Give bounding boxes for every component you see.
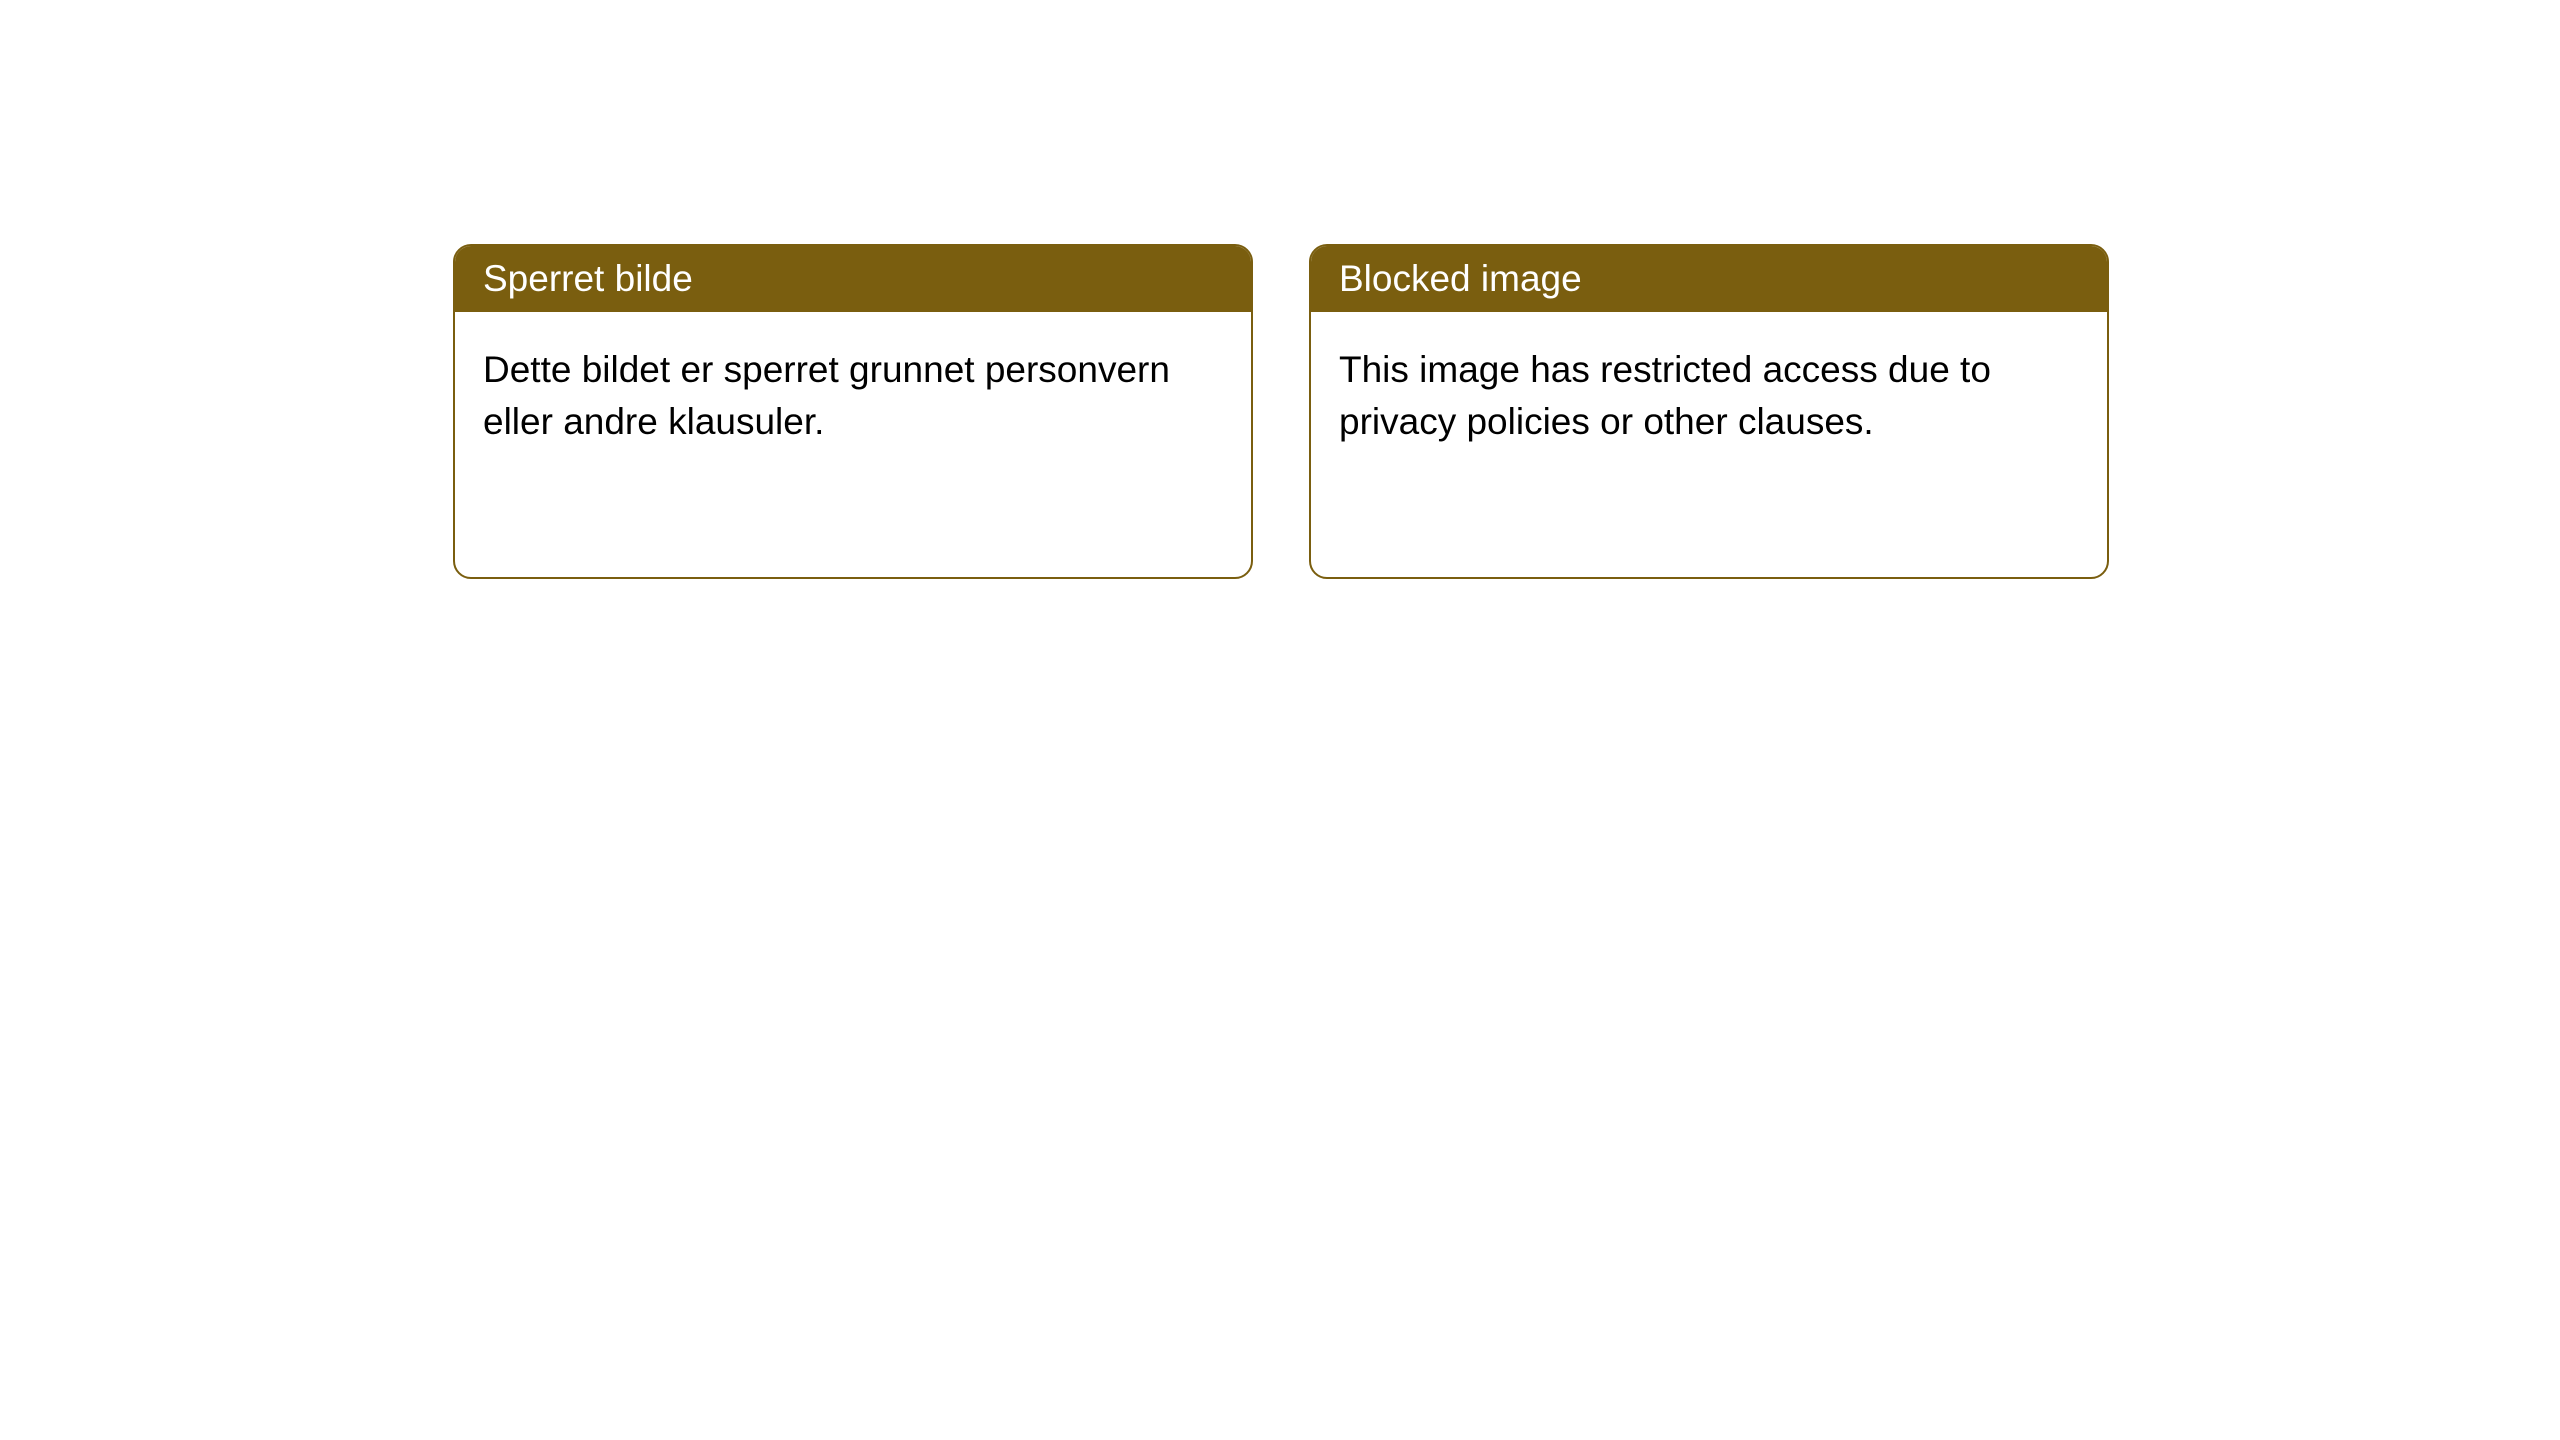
notice-title-norwegian: Sperret bilde (455, 246, 1251, 312)
notice-box-norwegian: Sperret bilde Dette bildet er sperret gr… (453, 244, 1253, 579)
notice-container: Sperret bilde Dette bildet er sperret gr… (0, 0, 2560, 579)
notice-box-english: Blocked image This image has restricted … (1309, 244, 2109, 579)
notice-body-norwegian: Dette bildet er sperret grunnet personve… (455, 312, 1251, 480)
notice-title-english: Blocked image (1311, 246, 2107, 312)
notice-body-english: This image has restricted access due to … (1311, 312, 2107, 480)
